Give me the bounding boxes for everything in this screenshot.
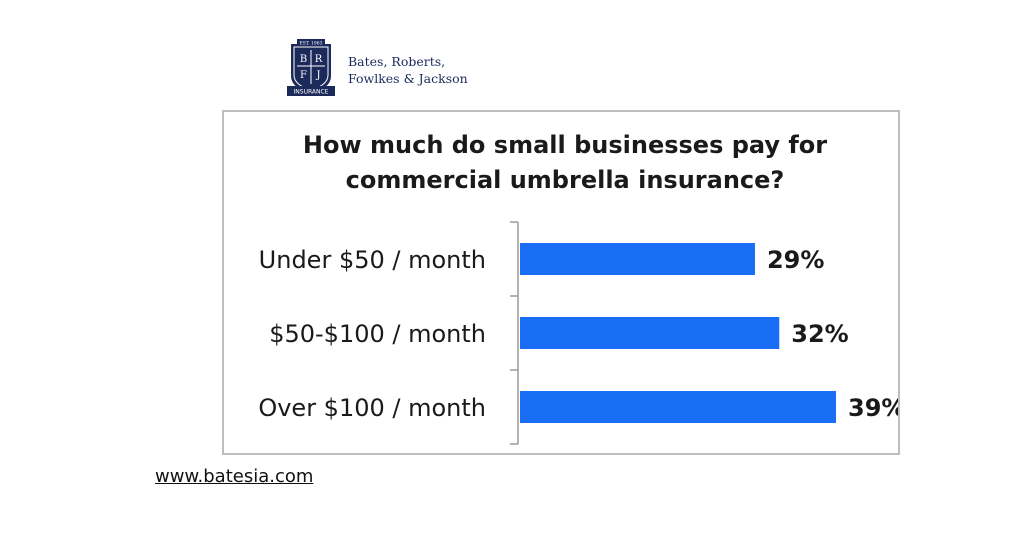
chart-title-line-1: How much do small businesses pay for — [303, 131, 827, 159]
category-label: $50-$100 / month — [269, 320, 486, 348]
company-name-line-2: Fowlkes & Jackson — [348, 71, 468, 86]
bar — [520, 391, 836, 423]
brand-logo: EST. 1963 B R F J INSURANCE Bates, Rober… — [287, 38, 487, 100]
website-link[interactable]: www.batesia.com — [155, 466, 314, 487]
bar — [520, 243, 755, 275]
category-axis: Under $50 / month $50-$100 / month Over $1… — [258, 221, 519, 445]
insurance-crest-icon: EST. 1963 B R F J INSURANCE — [287, 39, 335, 96]
crest-letter-f: F — [300, 70, 307, 81]
company-name-line-1: Bates, Roberts, — [348, 54, 446, 69]
crest-est-text: EST. 1963 — [299, 41, 322, 47]
crest-letter-b: B — [300, 54, 307, 65]
bars: 29% 32% 39% — [520, 243, 898, 423]
company-name: Bates, Roberts, Fowlkes & Jackson — [348, 53, 468, 87]
crest-letter-j: J — [315, 70, 320, 81]
bar-value-label: 32% — [791, 320, 848, 348]
bar-value-label: 29% — [767, 246, 824, 274]
crest-ribbon-text: INSURANCE — [294, 89, 329, 96]
bar-chart: How much do small businesses pay for com… — [258, 131, 898, 445]
chart-frame: How much do small businesses pay for com… — [222, 110, 900, 455]
crest-letter-r: R — [315, 54, 323, 65]
category-label: Under $50 / month — [259, 246, 486, 274]
chart-title-line-2: commercial umbrella insurance? — [346, 166, 785, 194]
bar-value-label: 39% — [848, 394, 898, 422]
bar — [520, 317, 780, 349]
category-label: Over $100 / month — [258, 394, 486, 422]
